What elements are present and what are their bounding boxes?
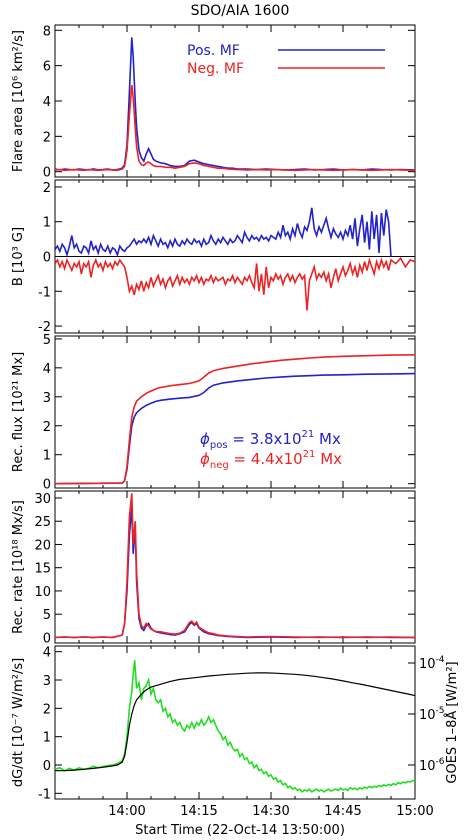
y-tick-label: -1 — [38, 787, 51, 802]
series-line-pos — [55, 507, 415, 639]
series-line--neg — [55, 354, 415, 485]
flux-annotation: ϕneg = 4.4x1021 Mx — [200, 449, 342, 471]
x-tick-label: 14:45 — [324, 804, 361, 819]
y-tick-label: 2 — [43, 702, 51, 717]
y-tick-label: 3 — [43, 674, 51, 689]
x-tick-label: 15:00 — [396, 804, 433, 819]
y-axis-label: Flare area [10⁶ km²/s] — [11, 30, 26, 172]
y-tick-label: 0 — [43, 478, 51, 493]
y-axis-label: Rec. flux [10²¹ Mx] — [11, 352, 26, 472]
legend-label: Neg. MF — [187, 61, 244, 77]
figure-title: SDO/AIA 1600 — [191, 3, 290, 19]
panel-goes: -1 0 1 2 3 4 14:00 14:15 14:30 14:45 15:00 dG/dt [1… — [11, 645, 460, 819]
y-tick-label: 3 — [43, 391, 51, 406]
y-axis-label: Rec. rate [10¹⁸ Mx/s] — [11, 500, 26, 634]
y-tick-label: 30 — [34, 492, 51, 507]
x-tick-label: 14:00 — [108, 804, 145, 819]
x-tick-label: 14:15 — [180, 804, 217, 819]
y-tick-label: 25 — [34, 515, 51, 530]
y-tick-label: -2 — [38, 320, 51, 335]
y-tick-label: 5 — [43, 608, 51, 623]
y-tick-label: 10 — [34, 585, 51, 600]
y-tick-label: -1 — [38, 285, 51, 300]
y-axis-label-right: GOES 1–8Å [W/m²] — [444, 661, 460, 783]
panel-frame — [54, 490, 416, 644]
y-tick-label: 2 — [43, 130, 51, 145]
y-tick-label: 2 — [43, 420, 51, 435]
legend-label: Pos. MF — [187, 43, 240, 59]
series-line-goes — [55, 672, 415, 772]
y-tick-label: 1 — [43, 731, 51, 746]
y-tick-label: 0 — [43, 251, 51, 266]
panel-frame — [54, 645, 416, 800]
y-tick-label: 6 — [43, 60, 51, 75]
y-tick-label: 20 — [34, 538, 51, 553]
right-tick-label: 10-4 — [419, 655, 445, 672]
series-line-dg-dt — [55, 660, 415, 794]
y-tick-label: 4 — [43, 95, 51, 110]
y-axis-label: dG/dt [10⁻⁷ W/m²/s] — [11, 658, 26, 787]
series-line-pos — [55, 207, 392, 258]
y-axis-label: B [10³ G] — [11, 227, 26, 286]
series-line--pos — [55, 372, 415, 485]
y-tick-label: 15 — [34, 562, 51, 577]
y-tick-label: 1 — [43, 449, 51, 464]
panel-rec-flux: 0 1 2 3 4 5 Rec. flux [10²¹ Mx] ϕpos = 3.8x1021… — [11, 333, 416, 493]
right-tick-label: 10-6 — [419, 757, 445, 774]
y-tick-label: 2 — [43, 181, 51, 196]
y-tick-label: 0 — [43, 759, 51, 774]
y-tick-label: 4 — [43, 646, 51, 661]
panel-flare-area: 0 2 4 6 8 Flare area [10⁶ km²/s] Pos. MF Neg. M… — [11, 24, 416, 181]
y-tick-label: 0 — [43, 631, 51, 646]
series-line-neg — [55, 493, 415, 639]
flux-annotation: ϕpos = 3.8x1021 Mx — [200, 429, 341, 451]
x-axis-label: Start Time (22-Oct-14 13:50:00) — [135, 823, 345, 838]
y-tick-label: 0 — [43, 166, 51, 181]
x-tick-label: 14:30 — [252, 804, 289, 819]
y-tick-label: 1 — [43, 216, 51, 231]
series-line-neg — [55, 256, 415, 311]
y-tick-label: 5 — [43, 333, 51, 348]
panel-b-field: -2 -1 0 1 2 B [10³ G] — [11, 179, 416, 335]
y-tick-label: 4 — [43, 362, 51, 377]
right-tick-label: 10-5 — [419, 706, 445, 723]
series-line-neg--mf — [55, 85, 415, 172]
panel-frame — [54, 335, 416, 489]
panel-rec-rate: 0 5 10 15 20 25 30 Rec. rate [10¹⁸ Mx/s] — [11, 490, 416, 646]
y-tick-label: 8 — [43, 24, 51, 39]
